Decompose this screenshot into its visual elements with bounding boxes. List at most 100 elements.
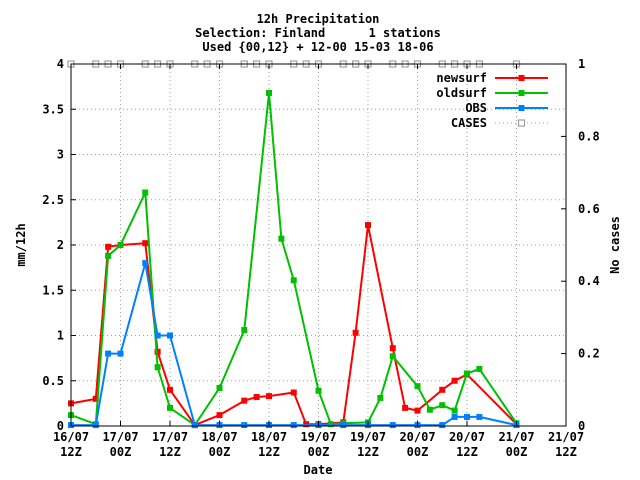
x-tick-label: 17/07 — [102, 430, 138, 444]
data-point — [105, 243, 112, 250]
x-tick-label: 18/07 — [251, 430, 287, 444]
data-point — [476, 365, 483, 372]
data-point — [389, 353, 396, 360]
y2-tick-label: 0.2 — [578, 347, 600, 361]
legend-item-newsurf: newsurf — [436, 71, 548, 85]
data-point — [414, 383, 421, 390]
legend-item-cases: CASES — [451, 116, 548, 130]
y-tick-label: 3.5 — [42, 102, 64, 116]
data-point — [167, 404, 173, 411]
data-point — [464, 370, 470, 377]
title-line-1: 12h Precipitation — [257, 12, 380, 26]
y-tick-label: 2 — [57, 238, 64, 252]
data-point — [439, 422, 446, 429]
y2-tick-label: 0.8 — [578, 129, 600, 143]
x-tick-label: 12Z — [159, 445, 181, 459]
x-tick-label: 20/07 — [399, 430, 435, 444]
x-axis-label: Date — [304, 463, 333, 477]
legend-label: CASES — [451, 116, 487, 130]
y2-tick-label: 0 — [578, 419, 585, 433]
x-tick-label: 21/07 — [548, 430, 584, 444]
data-point — [241, 397, 248, 404]
data-point — [117, 242, 124, 248]
data-point — [167, 332, 173, 339]
data-point — [278, 235, 285, 242]
data-point — [105, 350, 112, 357]
x-tick-label: 12Z — [258, 445, 280, 459]
y-tick-label: 0.5 — [42, 374, 64, 388]
data-point — [389, 422, 396, 429]
x-tick-label: 00Z — [407, 445, 429, 459]
legend-label: newsurf — [436, 71, 487, 85]
data-point — [451, 377, 458, 384]
series-newsurf — [68, 222, 520, 429]
data-point — [414, 407, 421, 414]
legend-marker — [518, 105, 525, 111]
x-tick-label: 00Z — [308, 445, 330, 459]
x-tick-label: 12Z — [555, 445, 577, 459]
y-tick-label: 1.5 — [42, 283, 64, 297]
legend-item-obs: OBS — [465, 101, 548, 115]
y2-tick-label: 0.6 — [578, 202, 600, 216]
y2-axis-label: No cases — [608, 216, 622, 274]
legend-marker — [517, 119, 526, 127]
series-line — [70, 92, 518, 427]
y2-tick-label: 1 — [578, 57, 585, 71]
series-obs — [68, 260, 520, 429]
data-point — [290, 277, 297, 284]
data-point — [241, 422, 248, 429]
title-line-2: Selection: Finland 1 stations — [195, 26, 441, 40]
x-tick-label: 19/07 — [350, 430, 386, 444]
data-point — [117, 350, 124, 357]
axis-ticks: 16/0712Z17/0700Z17/0712Z18/0700Z18/0712Z… — [42, 57, 599, 459]
data-point — [253, 394, 260, 401]
y-tick-label: 3 — [57, 148, 64, 162]
legend-marker — [518, 75, 525, 81]
x-tick-label: 17/07 — [152, 430, 188, 444]
y-tick-label: 4 — [57, 57, 64, 71]
legend-marker — [518, 90, 525, 96]
series-oldsurf — [68, 89, 520, 429]
y-tick-label: 0 — [57, 419, 64, 433]
data-point — [92, 395, 99, 402]
data-point — [389, 345, 396, 352]
data-point — [216, 412, 223, 419]
legend-label: OBS — [465, 101, 487, 115]
data-point — [290, 422, 297, 429]
x-tick-label: 00Z — [110, 445, 132, 459]
data-point — [154, 332, 161, 339]
data-point — [167, 386, 173, 393]
data-point — [476, 413, 483, 420]
x-tick-label: 12Z — [357, 445, 379, 459]
data-point — [191, 422, 198, 429]
x-tick-label: 12Z — [456, 445, 478, 459]
y-axis-label: mm/12h — [14, 223, 28, 266]
data-point — [142, 240, 149, 247]
y-tick-label: 2.5 — [42, 193, 64, 207]
data-point — [154, 364, 161, 371]
data-point — [92, 422, 99, 429]
series-line — [71, 262, 517, 427]
data-point — [451, 413, 458, 420]
data-point — [426, 406, 433, 413]
data-point — [439, 386, 446, 393]
data-point — [352, 329, 359, 336]
data-point — [340, 422, 347, 429]
data-point — [154, 348, 161, 355]
data-point — [241, 327, 248, 334]
data-point — [142, 189, 149, 196]
legend-item-oldsurf: oldsurf — [436, 86, 548, 100]
data-point — [451, 407, 458, 414]
data-point — [142, 260, 149, 267]
series-layer — [67, 60, 521, 429]
data-point — [365, 222, 371, 229]
x-tick-label: 00Z — [506, 445, 528, 459]
x-tick-label: 21/07 — [498, 430, 534, 444]
x-tick-label: 12Z — [60, 445, 82, 459]
title-line-3: Used {00,12} + 12-00 15-03 18-06 — [202, 40, 433, 54]
y2-tick-label: 0.4 — [578, 274, 600, 288]
x-tick-label: 18/07 — [201, 430, 237, 444]
data-point — [315, 387, 322, 394]
